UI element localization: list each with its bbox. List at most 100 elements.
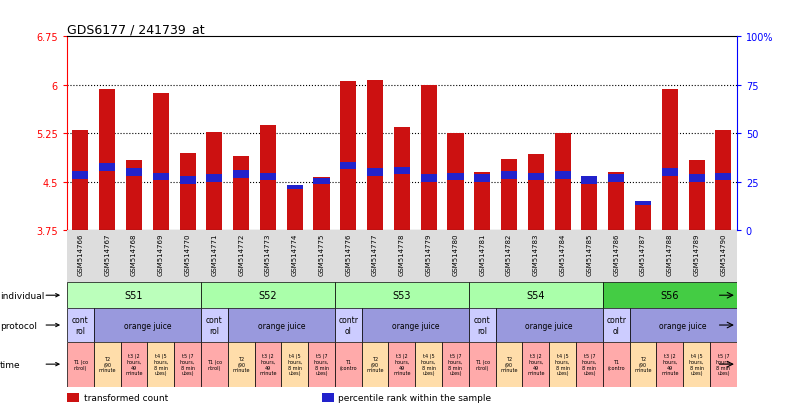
Bar: [716, 173, 731, 181]
Text: protocol: protocol: [0, 321, 37, 330]
Bar: [287, 185, 303, 189]
Text: GSM514786: GSM514786: [613, 233, 619, 275]
Bar: [362, 309, 469, 342]
Text: t5 (7
hours,
8 min
utes): t5 (7 hours, 8 min utes): [448, 353, 463, 375]
Text: contr
ol: contr ol: [606, 316, 626, 335]
Text: T1
(contro: T1 (contro: [608, 359, 625, 370]
Text: GSM514770: GSM514770: [184, 233, 191, 275]
Text: cont
rol: cont rol: [474, 316, 491, 335]
Text: GSM514778: GSM514778: [399, 233, 405, 275]
Bar: [67, 342, 94, 387]
Bar: [528, 155, 544, 230]
Bar: [469, 282, 603, 309]
Text: GSM514785: GSM514785: [586, 233, 593, 275]
Text: GSM514767: GSM514767: [104, 233, 110, 275]
Bar: [394, 167, 410, 175]
Bar: [608, 175, 624, 183]
Bar: [367, 169, 383, 176]
Text: orange juice: orange juice: [526, 321, 573, 330]
Text: GSM514781: GSM514781: [479, 233, 485, 275]
Bar: [362, 342, 388, 387]
Bar: [67, 282, 201, 309]
Text: cont
rol: cont rol: [206, 316, 223, 335]
Bar: [94, 309, 201, 342]
Text: GSM514788: GSM514788: [667, 233, 673, 275]
Bar: [314, 178, 329, 185]
Bar: [228, 309, 335, 342]
Bar: [474, 173, 490, 230]
Bar: [367, 81, 383, 230]
Bar: [474, 175, 490, 183]
Text: GSM514771: GSM514771: [211, 233, 217, 275]
Bar: [233, 157, 249, 230]
Bar: [555, 172, 571, 180]
Text: S54: S54: [526, 290, 545, 301]
Text: t5 (7
hours,
8 min
utes): t5 (7 hours, 8 min utes): [582, 353, 597, 375]
Bar: [72, 172, 88, 180]
Bar: [689, 175, 704, 183]
Bar: [255, 342, 281, 387]
Text: S51: S51: [125, 290, 143, 301]
Text: t4 (5
hours,
8 min
utes): t4 (5 hours, 8 min utes): [287, 353, 303, 375]
Text: T1 (co
ntrol): T1 (co ntrol): [206, 359, 222, 370]
Text: GSM514789: GSM514789: [693, 233, 700, 275]
Bar: [314, 178, 329, 230]
Bar: [603, 282, 737, 309]
Text: T2
(90
minute: T2 (90 minute: [634, 356, 652, 373]
Bar: [469, 342, 496, 387]
Bar: [656, 342, 683, 387]
Bar: [394, 127, 410, 230]
Bar: [635, 203, 651, 230]
Text: t5 (7
hours,
8 min
utes): t5 (7 hours, 8 min utes): [314, 353, 329, 375]
Bar: [308, 342, 335, 387]
Bar: [153, 173, 169, 181]
Text: GSM514775: GSM514775: [318, 233, 325, 275]
Text: t4 (5
hours,
8 min
utes): t4 (5 hours, 8 min utes): [421, 353, 437, 375]
Bar: [153, 94, 169, 230]
Bar: [180, 153, 195, 230]
Bar: [630, 342, 656, 387]
Text: T1 (co
ntrol): T1 (co ntrol): [474, 359, 490, 370]
Bar: [576, 342, 603, 387]
Text: orange juice: orange juice: [258, 321, 305, 330]
Bar: [555, 134, 571, 230]
Bar: [201, 309, 228, 342]
Bar: [67, 393, 79, 402]
Text: GSM514790: GSM514790: [720, 233, 727, 275]
Bar: [469, 309, 496, 342]
Text: percentile rank within the sample: percentile rank within the sample: [338, 393, 492, 402]
Bar: [281, 342, 308, 387]
Text: T1
(contro: T1 (contro: [340, 359, 357, 370]
Text: orange juice: orange juice: [124, 321, 171, 330]
Text: T1 (co
ntrol): T1 (co ntrol): [72, 359, 88, 370]
Text: GSM514787: GSM514787: [640, 233, 646, 275]
Text: GSM514772: GSM514772: [238, 233, 244, 275]
Bar: [121, 342, 147, 387]
Text: orange juice: orange juice: [392, 321, 439, 330]
Bar: [99, 90, 115, 230]
Bar: [99, 164, 115, 171]
Text: t3 (2
hours,
49
minute: t3 (2 hours, 49 minute: [259, 353, 277, 375]
Bar: [421, 175, 437, 183]
Bar: [496, 309, 603, 342]
Text: t4 (5
hours,
8 min
utes): t4 (5 hours, 8 min utes): [689, 353, 704, 375]
Bar: [582, 177, 597, 185]
Text: GSM514776: GSM514776: [345, 233, 351, 275]
Text: contr
ol: contr ol: [338, 316, 359, 335]
Text: S53: S53: [392, 290, 411, 301]
Bar: [442, 342, 469, 387]
Text: T2
(90
minute: T2 (90 minute: [232, 356, 250, 373]
Text: T2
(90
minute: T2 (90 minute: [98, 356, 116, 373]
Bar: [421, 85, 437, 230]
Text: time: time: [0, 360, 20, 369]
Bar: [174, 342, 201, 387]
Bar: [126, 169, 142, 176]
Bar: [630, 309, 737, 342]
Bar: [322, 393, 333, 402]
Bar: [260, 126, 276, 230]
Bar: [126, 161, 142, 230]
Bar: [501, 159, 517, 230]
Text: t3 (2
hours,
49
minute: t3 (2 hours, 49 minute: [527, 353, 545, 375]
Bar: [340, 162, 356, 170]
Text: transformed count: transformed count: [84, 393, 168, 402]
